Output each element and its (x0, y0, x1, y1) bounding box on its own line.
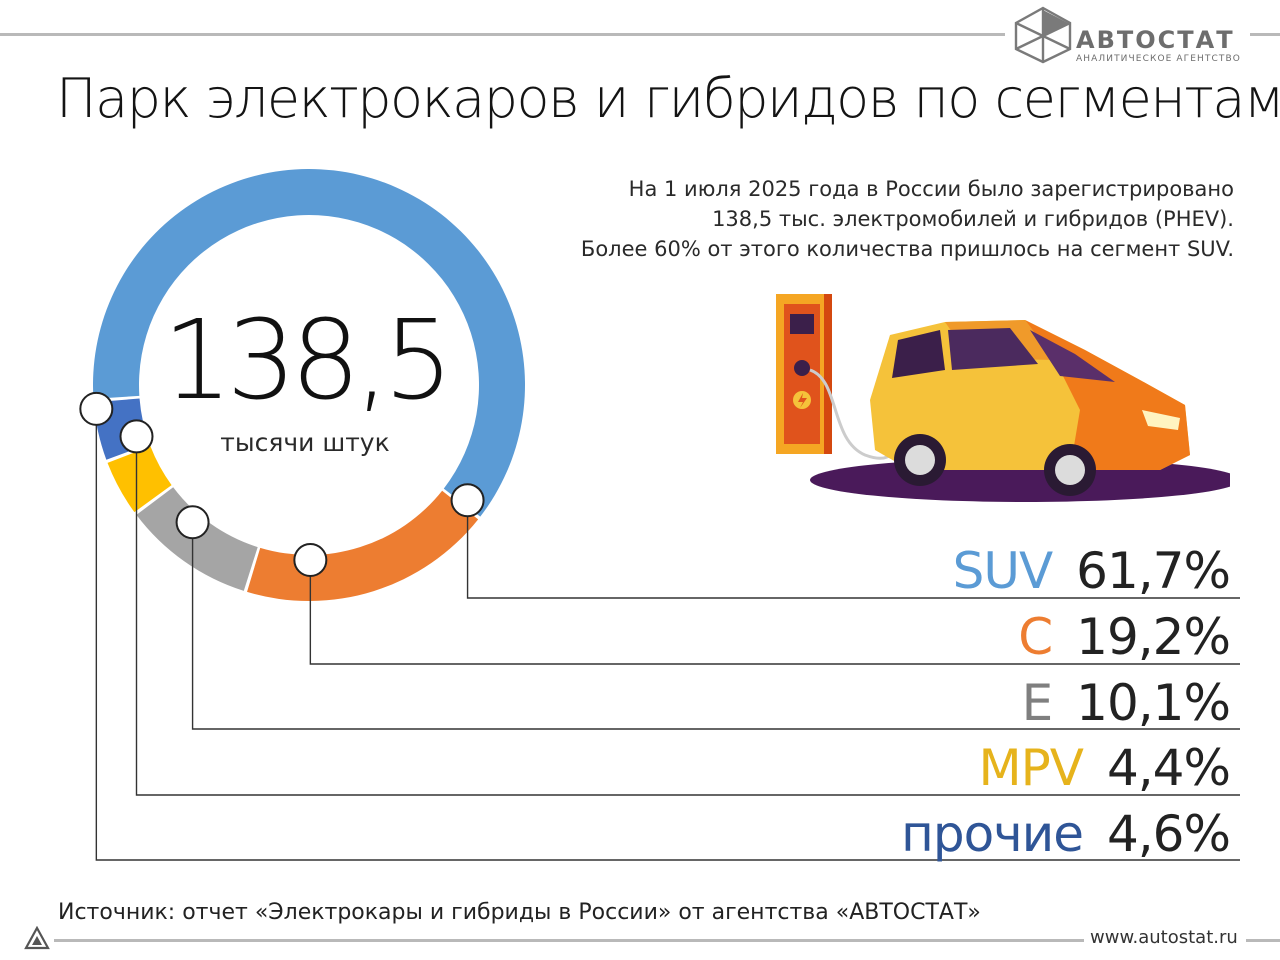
site-url: www.autostat.ru (1090, 927, 1238, 948)
source-note: Источник: отчет «Электрокары и гибриды в… (58, 900, 981, 925)
donut-slice-2 (136, 487, 258, 591)
legend-name: SUV (952, 542, 1054, 600)
total-unit: тысячи штук (220, 428, 390, 457)
legend-value: 19,2% (1076, 608, 1231, 666)
ev-charger-car-illustration (776, 294, 1230, 502)
donut-slice-1 (247, 490, 479, 601)
legend-value: 4,6% (1106, 805, 1231, 863)
autostat-logo-icon (1014, 6, 1072, 64)
legend-value: 10,1% (1076, 674, 1231, 732)
legend-value: 4,4% (1106, 739, 1231, 797)
top-divider-right (1250, 33, 1280, 36)
logo-subtitle: АНАЛИТИЧЕСКОЕ АГЕНТСТВО (1076, 54, 1241, 64)
legend-row-mpv: MPV 4,4% (978, 737, 1231, 799)
page-title: Парк электрокаров и гибридов по сегмента… (56, 67, 1280, 130)
legend-name: прочие (901, 805, 1084, 863)
description: На 1 июля 2025 года в России было зареги… (514, 174, 1234, 264)
description-line: На 1 июля 2025 года в России было зареги… (628, 177, 1234, 201)
bottom-divider-right (1246, 939, 1280, 942)
legend-row-suv: SUV 61,7% (952, 540, 1231, 602)
bottom-divider (54, 939, 1084, 942)
legend-row-e: E 10,1% (1021, 672, 1231, 734)
logo-name: АВТОСТАТ (1076, 26, 1235, 54)
description-line: 138,5 тыс. электромобилей и гибридов (PH… (712, 207, 1234, 231)
description-line: Более 60% от этого количества пришлось н… (580, 237, 1234, 261)
triangle-mark-icon (24, 926, 50, 950)
total-value: 138,5 (162, 296, 454, 424)
legend-row-c: C 19,2% (1018, 606, 1231, 668)
legend-value: 61,7% (1076, 542, 1231, 600)
top-divider (0, 33, 1005, 36)
legend-name: E (1021, 674, 1054, 732)
legend-name: C (1018, 608, 1053, 666)
legend-name: MPV (978, 739, 1083, 797)
legend-row-other: прочие 4,6% (901, 803, 1231, 865)
